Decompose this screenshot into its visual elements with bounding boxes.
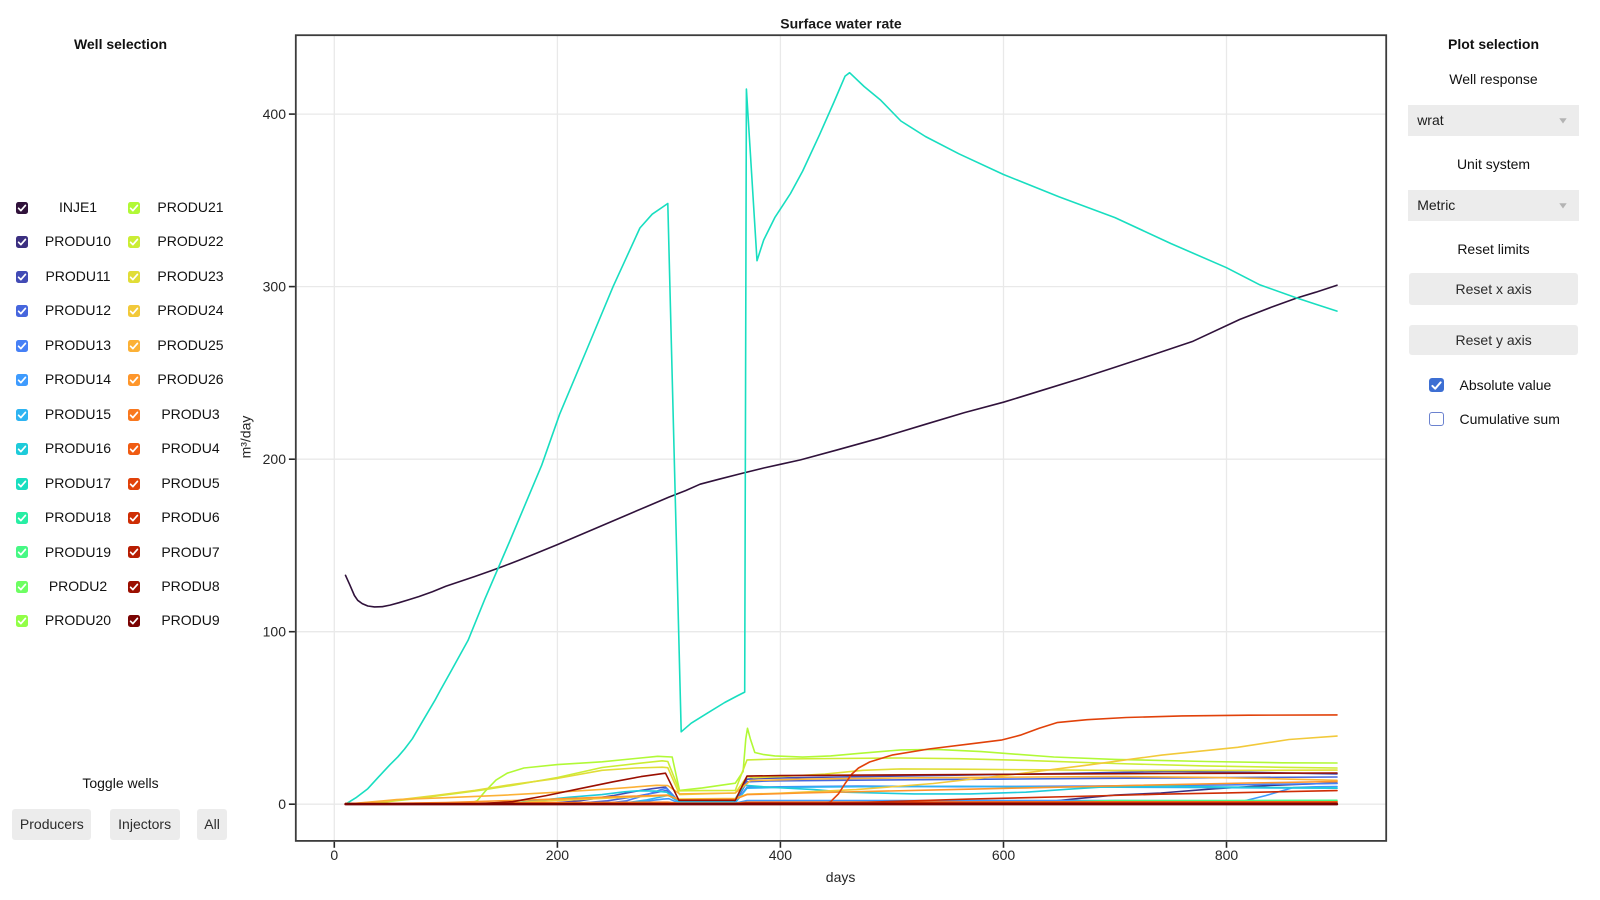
svg-text:200: 200 — [546, 847, 570, 863]
svg-text:days: days — [826, 869, 856, 885]
svg-text:400: 400 — [769, 847, 793, 863]
svg-text:Surface water rate: Surface water rate — [780, 16, 902, 32]
svg-text:200: 200 — [263, 451, 287, 467]
svg-text:800: 800 — [1215, 847, 1239, 863]
svg-text:100: 100 — [263, 623, 287, 639]
svg-text:400: 400 — [263, 106, 287, 122]
svg-text:0: 0 — [278, 796, 286, 812]
svg-text:0: 0 — [330, 847, 338, 863]
svg-text:600: 600 — [992, 847, 1016, 863]
svg-text:m³/day: m³/day — [238, 416, 254, 459]
svg-text:300: 300 — [263, 278, 287, 294]
